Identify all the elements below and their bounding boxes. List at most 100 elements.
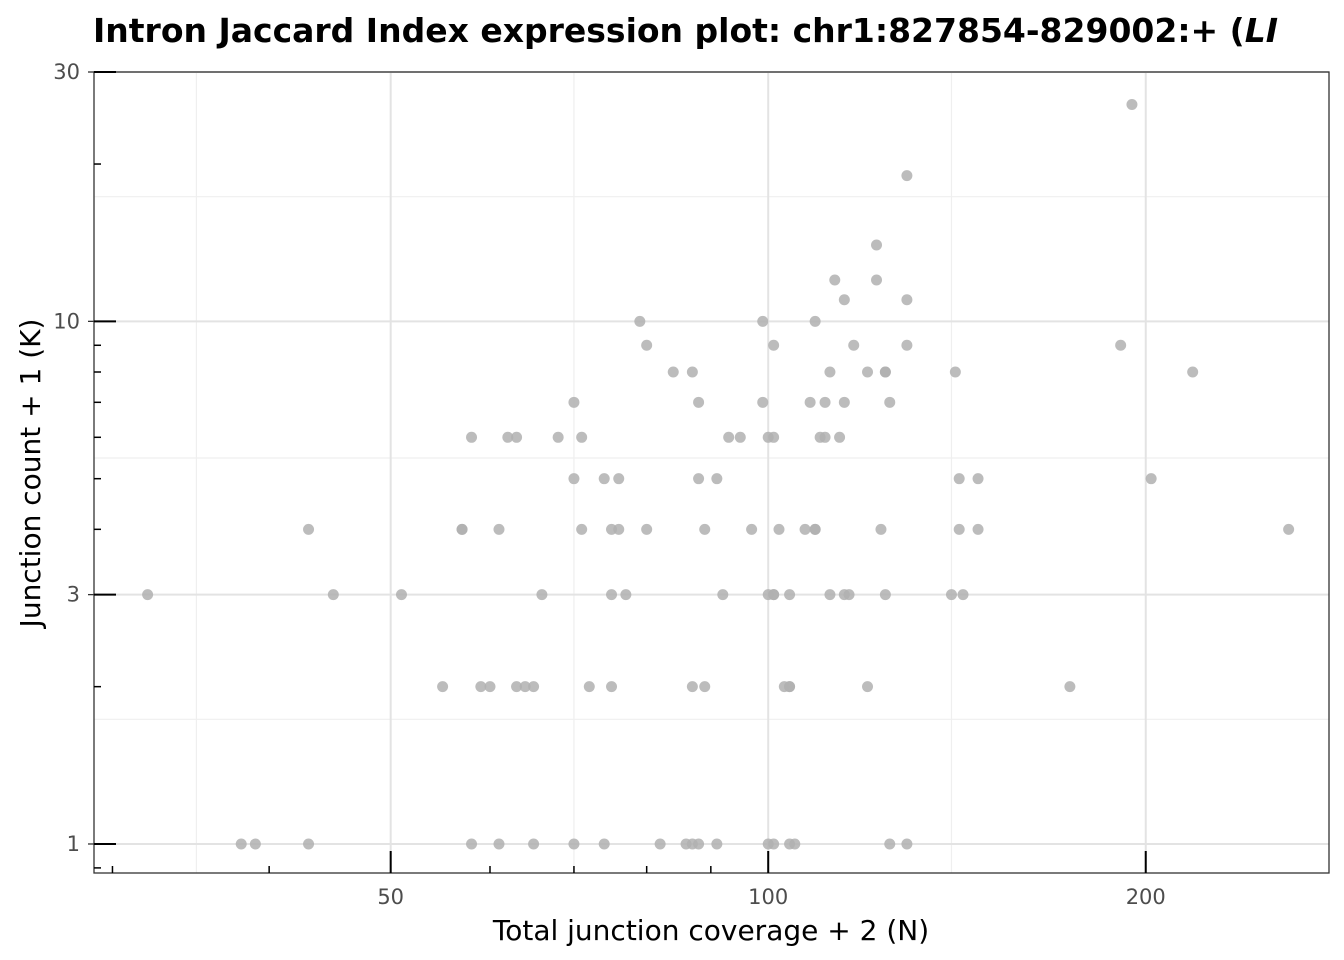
scatter-point [466,838,478,850]
scatter-point [1064,681,1076,693]
scatter-point [1283,523,1295,535]
scatter-point [606,681,618,693]
scatter-point [879,589,891,601]
grid [94,71,1330,873]
scatter-point [784,589,796,601]
y-tick-label: 30 [53,60,80,84]
scatter-point [1126,98,1138,110]
data-points [142,98,1295,850]
plot-panel-border [93,71,1330,874]
scatter-point [576,523,588,535]
scatter-point [493,838,505,850]
x-tick-label: 50 [377,885,404,909]
scatter-point [598,473,610,485]
scatter-point [871,239,883,251]
scatter-point [502,431,514,443]
scatter-point [879,366,891,378]
scatter-point [949,366,961,378]
scatter-point [757,396,769,408]
scatter-point [606,589,618,601]
scatter-point [838,396,850,408]
scatter-point [945,589,957,601]
scatter-point [824,589,836,601]
scatter-point [641,523,653,535]
scatter-point [901,294,913,306]
scatter-point [848,339,860,351]
scatter-point [773,523,785,535]
scatter-point [711,473,723,485]
scatter-point [1115,339,1127,351]
y-tick-label: 10 [53,309,80,333]
scatter-point [511,681,523,693]
scatter-point [249,838,261,850]
scatter-point [834,431,846,443]
scatter-point [693,838,705,850]
scatter-point [303,523,315,535]
scatter-point [1187,366,1199,378]
scatter-point [838,294,850,306]
scatter-point [528,838,540,850]
scatter-point [686,366,698,378]
scatter-point [862,681,874,693]
scatter-point [957,589,969,601]
scatter-point [620,589,632,601]
scatter-point [804,396,816,408]
chart-title-main: Intron Jaccard Index expression plot: ch… [93,11,1245,50]
scatter-point [667,366,679,378]
scatter-point [466,431,478,443]
scatter-point [901,838,913,850]
scatter-point [142,589,154,601]
scatter-point [789,838,801,850]
scatter-point [784,681,796,693]
scatter-point [799,523,811,535]
scatter-point [536,589,548,601]
scatter-point [327,589,339,601]
scatter-point [699,681,711,693]
y-tick-label: 1 [67,832,80,856]
scatter-point [395,589,407,601]
scatter-point [768,838,780,850]
scatter-point [711,838,723,850]
scatter-point [641,339,653,351]
scatter-point [583,681,595,693]
scatter-point [717,589,729,601]
scatter-point [613,523,625,535]
scatter-point [511,431,523,443]
scatter-point [819,396,831,408]
scatter-point [686,681,698,693]
scatter-point [693,396,705,408]
scatter-point [598,838,610,850]
scatter-point [972,523,984,535]
y-axis-title: Junction count + 1 (K) [14,319,47,630]
scatter-point [475,681,487,693]
scatter-point [824,366,836,378]
scatter-point [568,473,580,485]
scatter-point [768,431,780,443]
scatter-point [829,274,841,286]
scatter-point [519,681,531,693]
scatter-point [809,523,821,535]
scatter-point [552,431,564,443]
scatter-point [734,431,746,443]
x-tick-label: 100 [748,885,788,909]
scatter-point [493,523,505,535]
scatter-point [568,838,580,850]
scatter-point [768,339,780,351]
scatter-point [953,473,965,485]
scatter-point [901,339,913,351]
scatter-point [1145,473,1157,485]
scatter-point [484,681,496,693]
scatter-point [871,274,883,286]
scatter-point [568,396,580,408]
x-tick-label: 200 [1126,885,1166,909]
scatter-point [757,315,769,327]
scatter-point [819,431,831,443]
scatter-point [235,838,247,850]
axes: 50 100 200 1 3 10 30 [53,60,1166,909]
scatter-point [303,838,315,850]
scatter-point [723,431,735,443]
scatter-point [884,396,896,408]
scatter-point [809,315,821,327]
scatter-point [576,431,588,443]
